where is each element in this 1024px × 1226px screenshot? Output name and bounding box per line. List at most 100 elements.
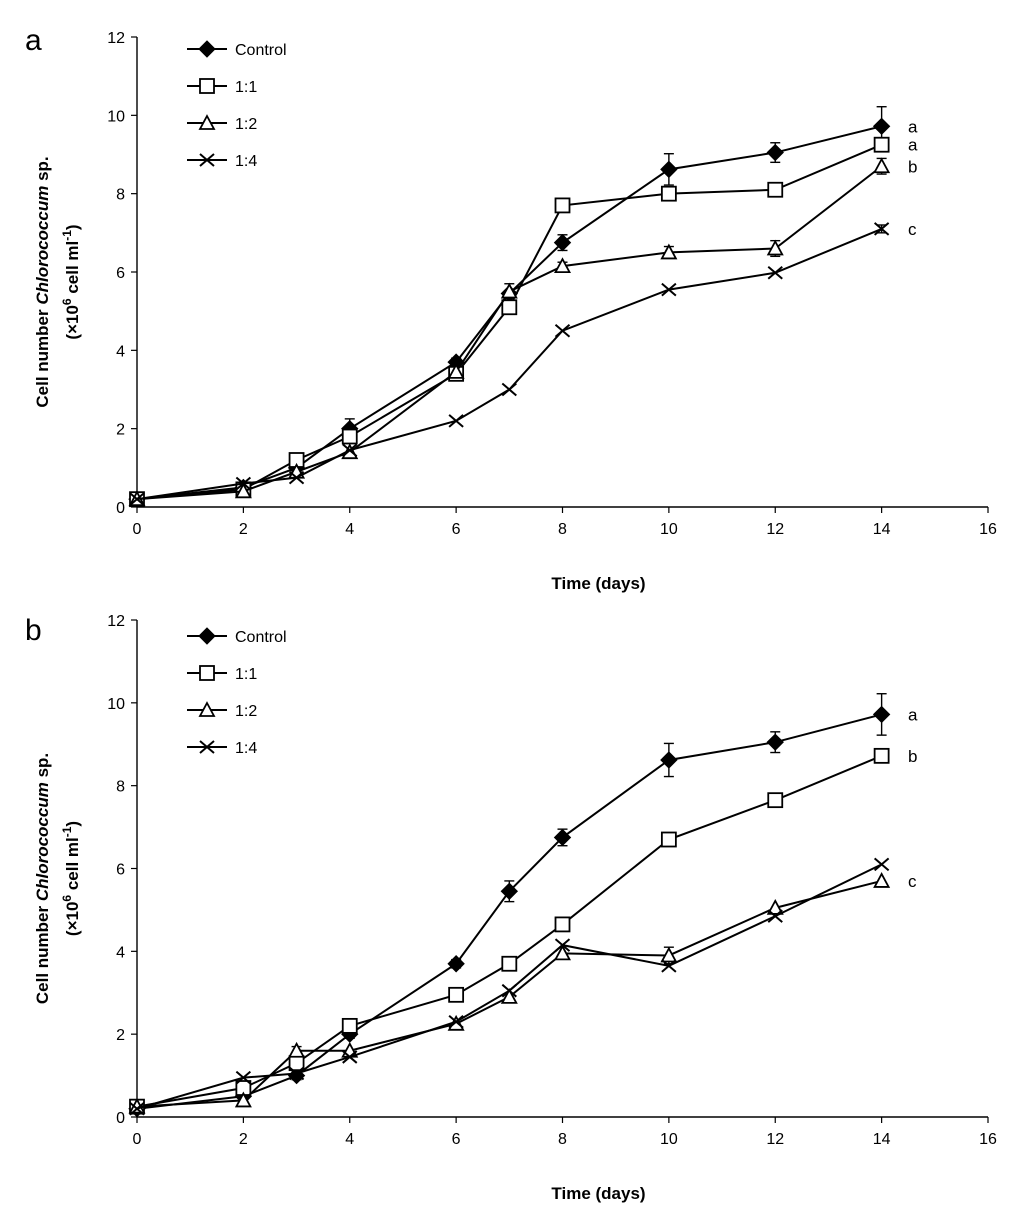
series-line xyxy=(136,125,882,501)
x-tick-label: 2 xyxy=(239,1131,248,1148)
series-1-2: 1:2 c xyxy=(128,701,917,1114)
data-point xyxy=(661,959,677,973)
data-point xyxy=(553,233,572,252)
x-tick-label: 16 xyxy=(979,1131,997,1148)
data-point xyxy=(129,492,145,506)
y-axis-title-line2: (×106 cell ml-1) xyxy=(60,821,82,936)
data-point xyxy=(766,898,784,915)
data-point xyxy=(767,266,783,280)
x-tick-label: 8 xyxy=(558,1131,567,1148)
data-point xyxy=(342,1050,358,1064)
x-tick-label: 10 xyxy=(660,521,678,538)
x-tick-label: 0 xyxy=(133,1131,142,1148)
data-point xyxy=(554,323,571,338)
data-point xyxy=(199,78,215,94)
x-tick-label: 0 xyxy=(133,521,142,538)
data-point xyxy=(660,946,678,963)
x-tick-label: 14 xyxy=(873,521,891,538)
data-point xyxy=(234,1091,252,1108)
y-tick-label: 4 xyxy=(116,944,125,961)
series-1-4: 1:4 c xyxy=(129,153,917,506)
y-tick-label: 2 xyxy=(116,1027,125,1044)
x-axis-title: Time (days) xyxy=(551,574,645,593)
data-point xyxy=(660,751,678,769)
data-point xyxy=(198,627,216,645)
series-line xyxy=(136,227,883,501)
series-control: Control a xyxy=(128,627,918,1118)
x-tick-label: 12 xyxy=(766,521,784,538)
y-tick-label: 2 xyxy=(116,422,125,439)
series-1-2: 1:2 b xyxy=(128,114,917,507)
data-point xyxy=(501,983,517,998)
significance-label: a xyxy=(908,705,918,724)
series-line xyxy=(136,165,883,501)
data-point xyxy=(766,143,784,162)
data-point xyxy=(199,665,215,681)
series-1-1: 1:1 a xyxy=(129,78,918,508)
data-point xyxy=(767,792,784,809)
data-point xyxy=(129,1101,145,1116)
data-point xyxy=(235,476,252,491)
data-point xyxy=(872,117,891,136)
y-tick-label: 0 xyxy=(116,500,125,517)
data-point xyxy=(448,1014,464,1029)
y-tick-label: 12 xyxy=(107,30,125,47)
data-point xyxy=(553,944,572,961)
legend-label: Control xyxy=(235,629,287,646)
data-point xyxy=(873,857,890,872)
series-line xyxy=(136,713,882,1110)
x-tick-label: 4 xyxy=(345,521,354,538)
data-point xyxy=(767,909,783,923)
data-point xyxy=(198,701,216,717)
data-point xyxy=(766,733,784,751)
x-tick-label: 6 xyxy=(452,1131,461,1148)
data-point xyxy=(234,482,252,499)
data-point xyxy=(342,443,358,457)
significance-label: c xyxy=(908,220,917,239)
data-point xyxy=(287,1066,306,1085)
data-point xyxy=(500,282,518,299)
data-point xyxy=(873,136,890,153)
panel-label: a xyxy=(25,24,42,57)
x-tick-label: 2 xyxy=(239,521,248,538)
data-point xyxy=(341,1017,358,1034)
panel-label: b xyxy=(25,614,42,647)
data-point xyxy=(660,160,678,179)
data-point xyxy=(199,740,215,754)
data-point xyxy=(554,938,571,952)
x-tick-label: 4 xyxy=(345,1131,354,1148)
data-point xyxy=(873,872,891,888)
y-tick-label: 8 xyxy=(116,187,125,204)
y-tick-label: 10 xyxy=(107,108,125,125)
data-point xyxy=(448,414,464,428)
data-point xyxy=(553,257,572,274)
y-tick-label: 10 xyxy=(107,696,125,713)
data-point xyxy=(660,185,677,202)
data-point xyxy=(447,955,465,973)
legend-label: 1:4 xyxy=(235,740,257,757)
data-point xyxy=(767,181,784,198)
x-tick-label: 6 xyxy=(452,521,461,538)
data-point xyxy=(501,299,518,316)
significance-label: a xyxy=(908,136,918,155)
y-axis-title-line1: Cell number Chlorococcum sp. xyxy=(33,753,52,1004)
significance-label: a xyxy=(908,117,918,136)
data-point xyxy=(288,1041,306,1058)
significance-label: b xyxy=(908,157,917,176)
data-point xyxy=(553,828,572,847)
data-point xyxy=(554,916,571,933)
data-point xyxy=(198,40,216,58)
significance-label: c xyxy=(908,872,917,891)
data-point xyxy=(500,987,518,1004)
panel-a: a 0 2 4 6 8 10 12 14 16 0 2 4 6 8 10 12 Time (days) Cell n… xyxy=(25,24,997,593)
data-point xyxy=(288,470,305,485)
y-tick-label: 4 xyxy=(116,343,125,360)
data-point xyxy=(872,705,891,724)
y-tick-label: 8 xyxy=(116,779,125,796)
series-line xyxy=(136,143,883,501)
data-point xyxy=(448,986,465,1003)
legend-label: 1:1 xyxy=(235,79,257,96)
x-tick-label: 12 xyxy=(766,1131,784,1148)
x-tick-label: 10 xyxy=(660,1131,678,1148)
